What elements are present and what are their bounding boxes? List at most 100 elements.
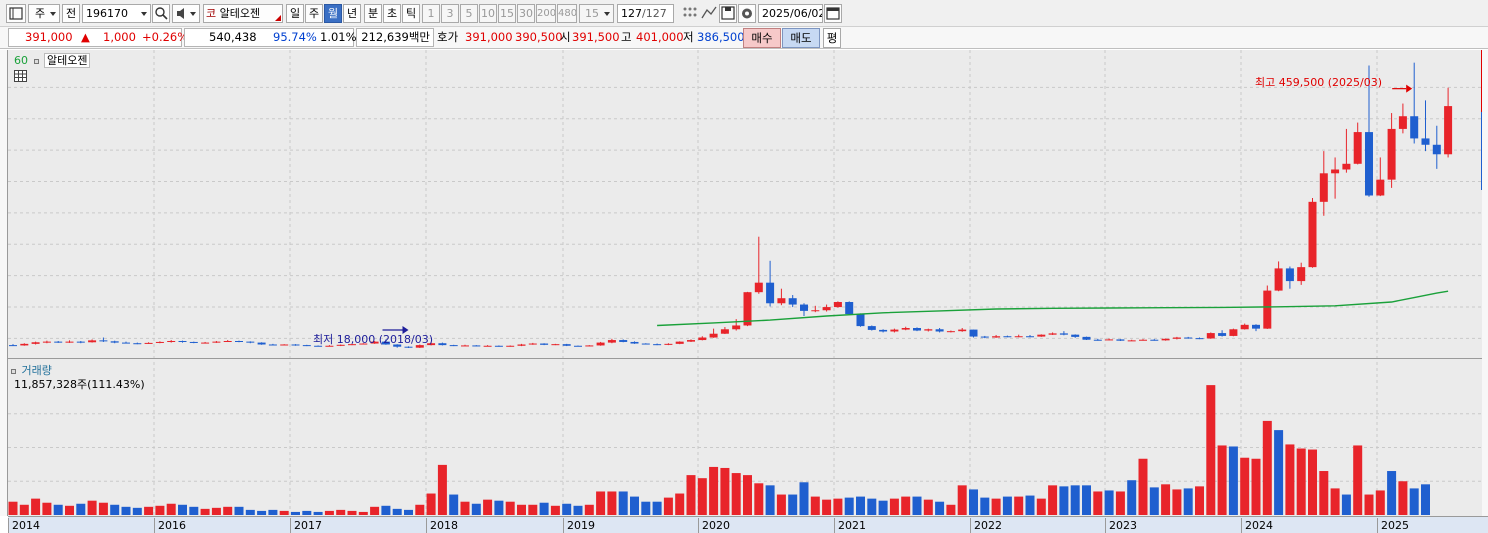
candle-body	[596, 342, 605, 346]
date-value: 2025/06/02	[762, 7, 823, 20]
chart-canvas[interactable]	[8, 50, 1486, 516]
volume-bar	[562, 503, 572, 515]
volume-bar	[1387, 471, 1397, 515]
minute-value-label: 15	[585, 7, 599, 20]
volume-bar	[31, 498, 41, 515]
candle-body	[574, 345, 582, 347]
volume-bar	[1217, 445, 1227, 515]
minute-option-3[interactable]: 3	[441, 4, 459, 23]
buy-button[interactable]: 매수	[743, 28, 781, 48]
volume-bar	[1172, 489, 1182, 515]
volume-bar	[245, 509, 255, 515]
calendar-button[interactable]	[824, 4, 842, 23]
candle-body	[1139, 339, 1147, 341]
volume-bar	[415, 504, 425, 515]
minute-option-10[interactable]: 10	[479, 4, 497, 23]
minute-option-480[interactable]: 480	[557, 4, 577, 23]
candle-body	[687, 340, 695, 342]
candle-body	[833, 302, 842, 308]
interval-month[interactable]: 월	[324, 4, 342, 23]
date-input[interactable]: 2025/06/02	[758, 4, 823, 23]
candle-body	[1218, 333, 1227, 336]
candle-body	[336, 344, 345, 346]
volume-bar	[969, 489, 978, 515]
candle-body	[178, 341, 187, 343]
minute-option-1[interactable]: 1	[422, 4, 440, 23]
chart-type-icon[interactable]	[6, 4, 26, 23]
volume-bar	[743, 475, 752, 515]
volume-bar	[1341, 494, 1351, 515]
market-label: 코	[206, 7, 217, 20]
interval-tick[interactable]: 틱	[402, 4, 420, 23]
chart-toolbar: 주 전 196170 코 알테오젠 일 주 월 년 분 초 틱 1 3 5 10…	[0, 0, 1488, 27]
interval-week[interactable]: 주	[305, 4, 323, 23]
volume-bar	[42, 502, 52, 515]
volume-bar	[437, 464, 447, 515]
volume-bar	[1127, 480, 1137, 515]
high-price: 401,000	[636, 30, 684, 44]
low-label: 저	[683, 30, 694, 44]
candle-body	[1150, 339, 1159, 341]
stock-name-box[interactable]: 코 알테오젠	[203, 4, 283, 23]
indicator-button[interactable]	[680, 4, 700, 23]
period-dropdown[interactable]: 주	[28, 4, 60, 23]
interval-second[interactable]: 초	[383, 4, 401, 23]
candle-body	[1059, 333, 1068, 335]
search-button[interactable]	[152, 4, 170, 23]
minute-option-15[interactable]: 15	[498, 4, 516, 23]
volume-bar	[460, 501, 470, 515]
calendar-icon	[826, 7, 840, 20]
prev-button[interactable]: 전	[62, 4, 80, 23]
candle-body	[167, 341, 176, 343]
panel-marker-icon	[11, 369, 16, 374]
interval-year[interactable]: 년	[343, 4, 361, 23]
candle-body	[1444, 106, 1453, 155]
volume-bar	[1161, 484, 1171, 515]
minute-option-480-label: 480	[558, 8, 577, 19]
candle-body	[133, 343, 142, 345]
line-tool-icon	[701, 6, 717, 19]
interval-day[interactable]: 일	[286, 4, 304, 23]
volume-bar	[731, 473, 741, 515]
candle-body	[393, 344, 402, 347]
candle-body	[268, 344, 277, 346]
volume-ratio: 95.74%	[273, 30, 317, 44]
save-icon	[721, 6, 735, 20]
flat-button-label: 평	[826, 31, 838, 45]
volume-bar	[144, 506, 154, 515]
volume-bar	[1104, 490, 1114, 515]
price-panel-name: 알테오젠	[44, 53, 91, 68]
minute-option-5[interactable]: 5	[460, 4, 478, 23]
interval-minute[interactable]: 분	[364, 4, 382, 23]
candle-body	[189, 341, 198, 343]
candle-body	[528, 343, 537, 345]
drawing-button[interactable]	[700, 4, 718, 23]
volume-bar	[1115, 491, 1125, 515]
stock-code-value: 196170	[86, 7, 128, 20]
volume-bar	[923, 499, 933, 515]
hoga-label: 호가	[437, 30, 459, 44]
minute-option-30[interactable]: 30	[517, 4, 535, 23]
save-button[interactable]	[719, 4, 737, 23]
trade-amount: 212,639백만	[361, 30, 430, 44]
volume-bar	[494, 500, 504, 515]
flat-button[interactable]: 평	[823, 28, 841, 48]
minute-option-200[interactable]: 200	[536, 4, 556, 23]
count-input[interactable]: 127/127	[617, 4, 674, 23]
minute-option-10-label: 10	[481, 7, 495, 20]
volume-bar	[110, 504, 120, 515]
sell-button[interactable]: 매도	[782, 28, 820, 48]
candle-body	[720, 329, 729, 334]
volume-bar	[810, 496, 820, 515]
stock-code-input[interactable]: 196170	[82, 4, 151, 23]
candle-body	[822, 307, 831, 311]
gear-icon	[742, 8, 752, 19]
volume-bar	[178, 504, 187, 515]
sound-dropdown[interactable]	[172, 4, 200, 23]
minute-value-dropdown[interactable]: 15	[579, 4, 614, 23]
candle-body	[20, 343, 29, 346]
volume-bar	[754, 483, 764, 515]
settings-button[interactable]	[738, 4, 756, 23]
table-toggle-button[interactable]	[14, 70, 27, 85]
chart-area[interactable]: 60 알테오젠 최고 459,500 (2025/03) 최저 18,000 (…	[8, 50, 1486, 516]
